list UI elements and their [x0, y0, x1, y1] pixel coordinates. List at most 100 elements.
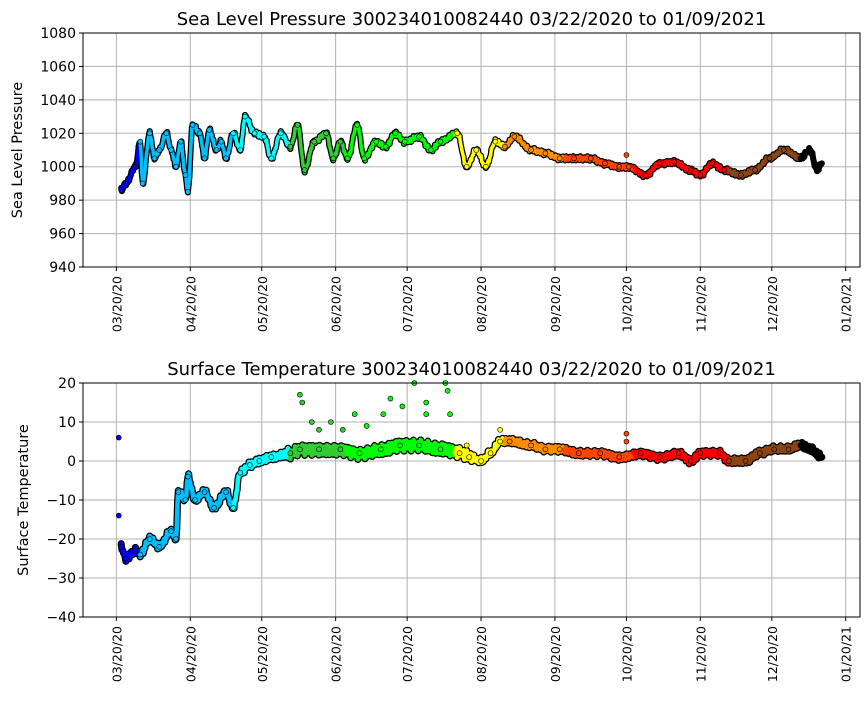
data-point	[176, 490, 181, 495]
data-point	[231, 505, 236, 510]
y-tick-label: 10	[58, 415, 76, 431]
y-tick-label: 940	[49, 260, 76, 276]
data-point	[474, 148, 479, 153]
data-point	[512, 134, 517, 139]
data-point	[278, 131, 283, 136]
data-point	[123, 181, 128, 186]
y-tick-label: 0	[67, 454, 76, 470]
data-point	[138, 139, 143, 144]
data-point	[507, 439, 512, 444]
outlier-point	[464, 443, 469, 448]
data-point	[738, 173, 743, 178]
outlier-point	[300, 400, 305, 405]
data-point	[140, 181, 145, 186]
x-tick-label: 07/20/20	[400, 276, 415, 332]
data-point	[819, 161, 824, 166]
data-point	[529, 148, 534, 153]
data-point	[119, 188, 124, 193]
x-tick-label: 12/20/20	[765, 276, 780, 332]
data-point	[362, 156, 367, 161]
data-point	[397, 443, 402, 448]
outlier-point	[340, 427, 345, 432]
data-point	[815, 168, 820, 173]
data-point	[178, 139, 183, 144]
data-point	[417, 443, 422, 448]
data-point	[467, 455, 472, 460]
data-point	[576, 451, 581, 456]
data-point	[212, 505, 217, 510]
data-point	[214, 148, 219, 153]
data-point	[183, 173, 188, 178]
data-segment	[189, 158, 190, 176]
data-point	[238, 148, 243, 153]
outlier-point	[424, 400, 429, 405]
x-tick-label: 10/20/20	[619, 626, 634, 682]
y-axis-label: Sea Level Pressure	[10, 82, 26, 218]
data-point	[169, 148, 174, 153]
y-tick-label: 960	[49, 227, 76, 243]
data-point	[185, 189, 190, 194]
y-tick-label: 1040	[40, 93, 76, 109]
data-point	[753, 168, 758, 173]
data-point	[688, 168, 693, 173]
data-point	[345, 156, 350, 161]
data-point	[772, 447, 777, 452]
data-point	[133, 164, 138, 169]
data-point	[710, 161, 715, 166]
data-point	[288, 144, 293, 149]
data-point	[807, 148, 812, 153]
data-point	[231, 131, 236, 136]
data-point	[617, 455, 622, 460]
data-point	[643, 173, 648, 178]
data-point	[598, 451, 603, 456]
data-point	[338, 139, 343, 144]
data-point	[488, 451, 493, 456]
data-point	[202, 156, 207, 161]
data-point	[355, 122, 360, 127]
data-point	[428, 148, 433, 153]
data-point	[378, 447, 383, 452]
data-point	[357, 451, 362, 456]
data-point	[224, 490, 229, 495]
x-tick-label: 01/20/21	[839, 276, 854, 332]
data-point	[798, 156, 803, 161]
data-point	[252, 131, 257, 136]
data-segment	[177, 502, 178, 528]
y-tick-label: 20	[58, 376, 76, 392]
data-point	[798, 443, 803, 448]
data-point	[190, 122, 195, 127]
data-point	[169, 529, 174, 534]
data-point	[288, 451, 293, 456]
data-point	[819, 455, 824, 460]
y-tick-label: 1060	[40, 59, 76, 75]
data-point	[331, 156, 336, 161]
data-point	[483, 164, 488, 169]
data-point	[438, 139, 443, 144]
x-tick-label: 01/20/21	[839, 626, 854, 682]
x-tick-label: 03/20/20	[109, 276, 124, 332]
data-point	[657, 161, 662, 166]
x-tick-label: 08/20/20	[474, 276, 489, 332]
data-point	[626, 164, 631, 169]
x-tick-label: 06/20/20	[329, 276, 344, 332]
outlier-point	[424, 412, 429, 417]
data-point	[257, 459, 262, 464]
data-point	[767, 156, 772, 161]
data-point	[173, 164, 178, 169]
data-point	[157, 148, 162, 153]
x-tick-label: 04/20/20	[183, 626, 198, 682]
outlier-point	[116, 435, 121, 440]
data-point	[786, 447, 791, 452]
data-point	[269, 455, 274, 460]
y-tick-label: 980	[49, 193, 76, 209]
outlier-point	[624, 153, 629, 158]
x-tick-label: 11/20/20	[693, 626, 708, 682]
data-point	[571, 156, 576, 161]
data-point	[543, 151, 548, 156]
outlier-point	[400, 404, 405, 409]
data-point	[202, 490, 207, 495]
data-point	[173, 537, 178, 542]
data-point	[393, 131, 398, 136]
outlier-point	[316, 427, 321, 432]
data-point	[157, 544, 162, 549]
